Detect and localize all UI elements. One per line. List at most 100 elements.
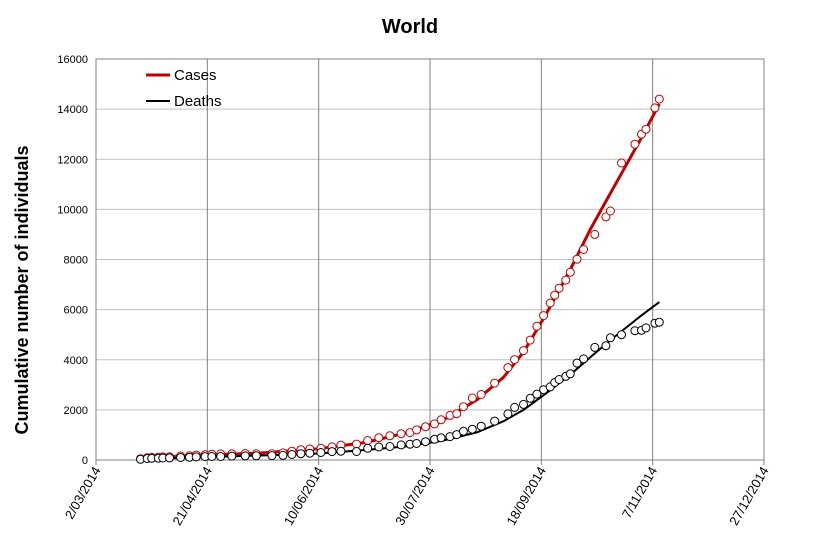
data-point-deaths — [385, 442, 395, 451]
data-point-deaths — [316, 448, 326, 457]
data-point-cases — [561, 275, 571, 285]
data-point-cases — [525, 335, 535, 345]
data-point-cases — [630, 139, 640, 149]
data-point-deaths — [191, 452, 201, 462]
y-tick-label: 14000 — [57, 104, 88, 116]
data-point-cases — [539, 311, 549, 321]
y-tick-label: 8000 — [64, 255, 88, 267]
data-point-cases — [436, 415, 446, 425]
data-point-deaths — [421, 437, 430, 447]
x-tick-labels: 2/03/2014 21/04/2014 10/06/2014 30/07/2014 1… — [62, 464, 772, 528]
chart-title: World — [382, 16, 438, 38]
data-point-deaths — [396, 440, 406, 450]
data-point-deaths — [336, 446, 346, 456]
data-point-cases — [601, 212, 611, 222]
data-point-cases — [412, 425, 422, 435]
data-point-cases — [385, 431, 395, 441]
plot-area — [95, 58, 765, 461]
x-tick-label: 7/11/2014 — [619, 464, 660, 521]
data-point-cases — [572, 254, 582, 264]
data-point-deaths — [579, 354, 589, 364]
legend-label-deaths: Deaths — [174, 93, 222, 110]
data-point-cases — [654, 94, 664, 104]
y-tick-label: 6000 — [64, 305, 88, 317]
x-tick-label: 18/09/2014 — [503, 464, 549, 528]
data-point-deaths — [467, 424, 477, 434]
data-point-cases — [532, 321, 542, 331]
data-point-cases — [352, 439, 361, 449]
data-point-deaths — [352, 447, 361, 456]
data-point-deaths — [267, 451, 277, 461]
data-point-cases — [590, 229, 600, 239]
data-point-cases — [519, 346, 528, 356]
data-point-cases — [476, 390, 486, 399]
y-tick-label: 4000 — [64, 355, 88, 367]
data-point-cases — [396, 429, 406, 439]
data-point-deaths — [490, 416, 500, 426]
data-point-cases — [617, 158, 626, 168]
data-point-deaths — [305, 448, 315, 458]
data-point-deaths — [436, 433, 446, 443]
data-markers — [136, 94, 664, 464]
data-point-cases — [605, 206, 615, 216]
data-point-cases — [374, 433, 384, 443]
data-point-cases — [550, 290, 560, 300]
x-tick-label: 30/07/2014 — [392, 464, 438, 528]
y-tick-label: 0 — [82, 455, 88, 467]
data-point-deaths — [251, 451, 261, 461]
data-point-deaths — [532, 389, 542, 399]
y-tick-label: 10000 — [57, 204, 88, 216]
data-point-deaths — [617, 330, 626, 340]
data-point-deaths — [605, 333, 615, 343]
data-point-cases — [421, 422, 430, 432]
data-point-deaths — [412, 439, 422, 448]
data-point-deaths — [165, 453, 174, 463]
data-point-cases — [503, 363, 513, 373]
data-point-deaths — [296, 449, 306, 459]
data-point-deaths — [601, 341, 611, 351]
data-point-deaths — [278, 450, 288, 460]
fit-lines — [140, 103, 661, 461]
data-point-cases — [650, 103, 660, 113]
data-point-deaths — [510, 402, 520, 412]
data-point-cases — [467, 393, 477, 403]
data-point-deaths — [327, 447, 337, 457]
data-point-deaths — [519, 399, 528, 409]
data-point-deaths — [363, 443, 373, 453]
legend-label-cases: Cases — [174, 67, 217, 84]
y-tick-labels: 0 2000 4000 6000 8000 10000 12000 14000 16000 — [57, 54, 88, 467]
data-point-deaths — [207, 452, 217, 461]
data-point-deaths — [641, 323, 651, 333]
x-tick-label: 21/04/2014 — [169, 464, 215, 528]
data-point-deaths — [572, 358, 582, 368]
data-point-cases — [490, 378, 500, 388]
data-point-deaths — [503, 409, 513, 419]
data-point-cases — [363, 436, 373, 445]
y-tick-label: 12000 — [57, 154, 88, 166]
gridlines — [95, 58, 765, 465]
data-point-deaths — [476, 421, 486, 431]
data-point-cases — [579, 245, 589, 254]
data-point-deaths — [525, 393, 535, 403]
data-point-deaths — [240, 451, 250, 461]
data-point-deaths — [216, 452, 226, 461]
y-axis-label: Cumulative number of individuals — [12, 145, 32, 434]
x-tick-label: 10/06/2014 — [281, 464, 327, 528]
data-point-cases — [545, 298, 555, 308]
data-point-deaths — [590, 342, 600, 352]
data-point-deaths — [458, 426, 468, 436]
data-point-cases — [641, 124, 651, 134]
y-tick-label: 16000 — [57, 54, 88, 66]
data-point-deaths — [565, 369, 575, 379]
y-tick-label: 2000 — [64, 405, 88, 417]
x-tick-label: 2/03/2014 — [62, 464, 104, 522]
legend: Cases Deaths — [146, 67, 222, 110]
data-point-cases — [510, 355, 520, 365]
data-point-cases — [554, 283, 564, 293]
data-point-deaths — [287, 450, 297, 459]
data-point-cases — [430, 419, 439, 429]
data-point-deaths — [227, 451, 237, 461]
data-point-cases — [458, 402, 468, 412]
data-point-cases — [565, 267, 575, 277]
